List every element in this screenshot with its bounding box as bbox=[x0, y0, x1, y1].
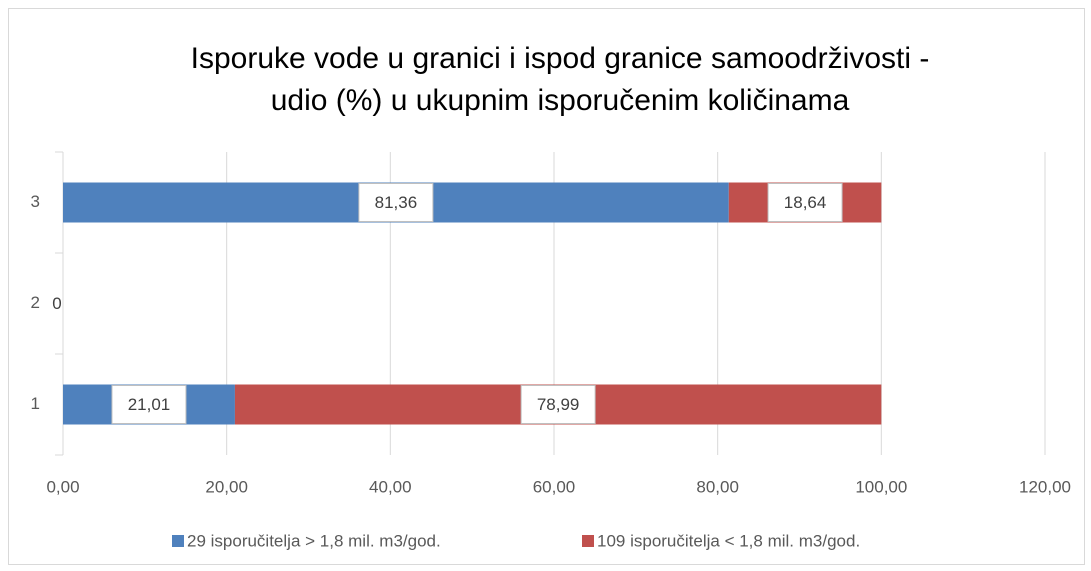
chart-frame bbox=[8, 8, 1085, 565]
data-label: 81,36 bbox=[375, 193, 418, 212]
x-tick-label: 100,00 bbox=[855, 477, 907, 496]
data-label: 78,99 bbox=[537, 395, 580, 414]
x-tick-label: 80,00 bbox=[696, 477, 739, 496]
y-tick-label: 2 bbox=[31, 293, 40, 312]
data-label-box bbox=[767, 183, 843, 222]
data-label: 0 bbox=[52, 294, 61, 313]
legend-swatch bbox=[582, 535, 594, 547]
data-label-box bbox=[358, 183, 434, 222]
y-tick-label: 1 bbox=[31, 394, 40, 413]
chart-title: Isporuke vode u granici i ispod granice … bbox=[191, 42, 930, 75]
legend-label: 29 isporučitelja > 1,8 mil. m3/god. bbox=[187, 531, 441, 550]
data-label-box bbox=[520, 385, 596, 424]
x-tick-label: 40,00 bbox=[369, 477, 412, 496]
data-label-box bbox=[111, 385, 187, 424]
x-tick-label: 120,00 bbox=[1019, 477, 1071, 496]
x-tick-label: 60,00 bbox=[533, 477, 576, 496]
legend-swatch bbox=[172, 535, 184, 547]
data-label: 21,01 bbox=[128, 395, 171, 414]
chart-title: udio (%) u ukupnim isporučenim količinam… bbox=[271, 84, 850, 117]
y-tick-label: 3 bbox=[31, 192, 40, 211]
data-label: 18,64 bbox=[784, 193, 827, 212]
x-tick-label: 0,00 bbox=[46, 477, 79, 496]
legend-label: 109 isporučitelja < 1,8 mil. m3/god. bbox=[597, 531, 860, 550]
x-tick-label: 20,00 bbox=[205, 477, 248, 496]
